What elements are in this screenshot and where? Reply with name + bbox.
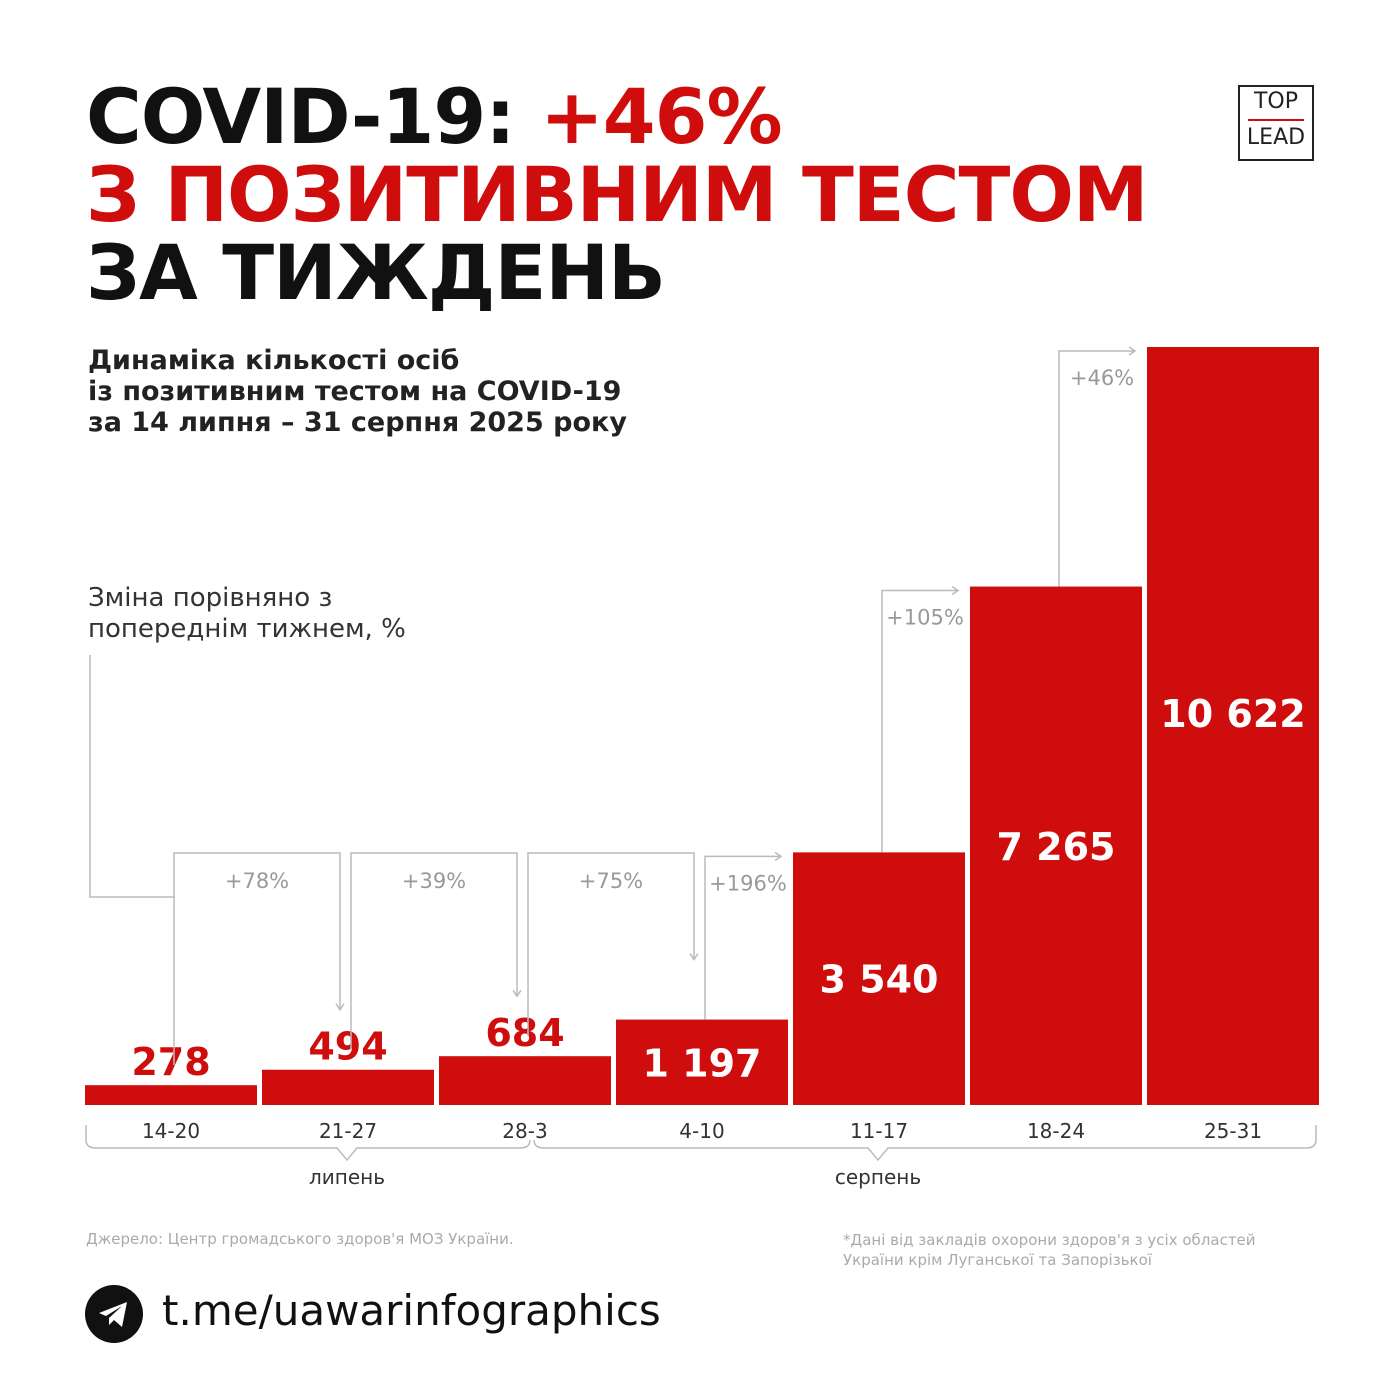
month-label: липень [309,1165,385,1189]
x-tick-label: 21-27 [319,1119,377,1143]
footnote-line: України крім Луганської та Запорізької [843,1251,1152,1269]
x-tick-label: 25-31 [1204,1119,1262,1143]
logo-bottom: LEAD [1246,125,1306,150]
data-label: 7 265 [997,825,1116,869]
data-label: 3 540 [820,958,939,1002]
change-label: +75% [579,869,643,893]
month-bracket [533,1125,1317,1162]
change-label: +39% [402,869,466,893]
bar [970,586,1142,1105]
x-tick-label: 14-20 [142,1119,200,1143]
change-note-line: Зміна порівняно з [88,583,333,613]
logo-top: TOP [1253,89,1299,114]
data-label: 1 197 [643,1041,762,1085]
footnote-line: *Дані від закладів охорони здоров'я з ус… [843,1231,1256,1249]
change-label: +78% [225,869,289,893]
bar [793,852,965,1105]
x-tick-label: 4-10 [679,1119,724,1143]
connector-arrow [1058,346,1137,587]
data-label: 10 622 [1160,692,1305,736]
title-line-3: ЗА ТИЖДЕНЬ [86,228,666,317]
title-prefix: COVID-19: [86,72,541,161]
connector-arrow [173,852,345,1066]
telegram-icon[interactable] [85,1285,143,1343]
title-line-1: COVID-19: +46% [86,78,783,156]
connector-arrow [881,585,960,853]
connector-arrow [704,851,783,1020]
bar [439,1056,611,1105]
x-tick-label: 18-24 [1027,1119,1085,1143]
bar [262,1069,434,1105]
data-label: 494 [308,1025,387,1069]
subtitle-line: за 14 липня – 31 серпня 2025 року [88,407,627,438]
source-note: Джерело: Центр громадського здоров'я МОЗ… [86,1230,514,1248]
change-label: +46% [1070,366,1134,390]
connector-arrow [527,852,699,1037]
chart-subtitle: Динаміка кількості осіб із позитивним те… [88,345,627,438]
x-tick-label: 28-3 [502,1119,547,1143]
bar [85,1085,257,1105]
footnote: *Дані від закладів охорони здоров'я з ус… [843,1230,1256,1270]
top-lead-logo: TOP LEAD [1238,85,1314,161]
title-line-2: З ПОЗИТИВНИМ ТЕСТОМ [86,150,1149,239]
bar [1147,347,1319,1105]
subtitle-line: із позитивним тестом на COVID-19 [88,376,622,407]
change-note-line: попереднім тижнем, % [88,614,406,644]
x-tick-label: 11-17 [850,1119,908,1143]
title-highlight: +46% [540,72,783,161]
change-label: +105% [886,606,964,630]
subtitle-line: Динаміка кількості осіб [88,345,460,376]
month-label: серпень [835,1165,921,1189]
change-note: Зміна порівняно з попереднім тижнем, % [88,583,406,645]
change-label: +196% [709,871,787,895]
connector-arrow [350,852,522,1050]
data-label: 278 [131,1040,210,1084]
month-bracket [85,1125,531,1162]
telegram-link[interactable]: t.me/uawarinfographics [162,1286,661,1335]
data-label: 684 [485,1011,564,1055]
bar [616,1019,788,1105]
connector-line [89,655,175,898]
